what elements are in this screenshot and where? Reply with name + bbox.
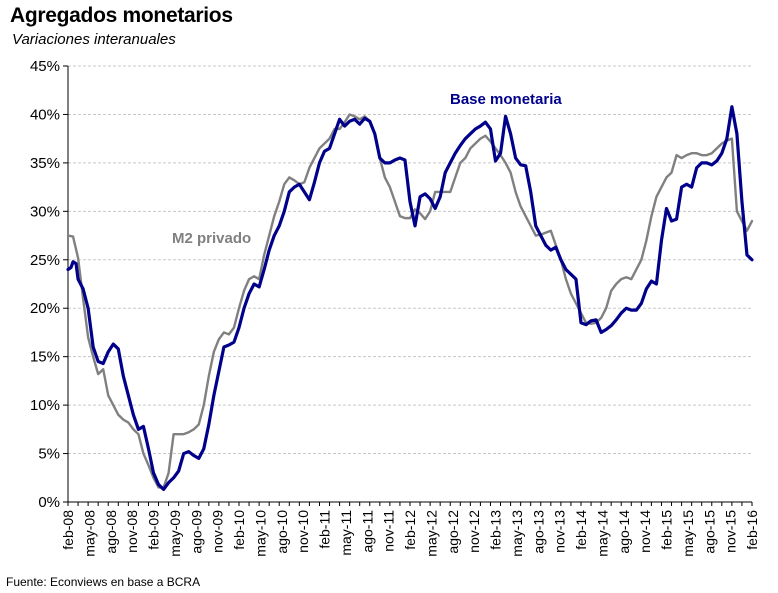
y-tick-label: 10%: [30, 397, 60, 414]
x-tick-label: may-12: [423, 510, 439, 557]
y-tick-label: 45%: [30, 58, 60, 75]
x-tick-label: feb-09: [146, 510, 162, 550]
chart-title: Agregados monetarios: [10, 4, 233, 27]
chart-subtitle: Variaciones interanuales: [12, 31, 176, 48]
x-tick-label: ago-13: [530, 510, 546, 554]
x-tick-label: ago-12: [445, 510, 461, 554]
series-lines: [66, 105, 754, 491]
x-tick-label: may-11: [338, 510, 354, 556]
x-tick-label: feb-12: [402, 510, 418, 550]
x-tick-label: feb-11: [317, 510, 333, 549]
x-tick-label: may-14: [594, 510, 610, 557]
x-tick-label: nov-12: [466, 510, 482, 553]
series-label-base-monetaria: Base monetaria: [450, 91, 562, 108]
x-tick-label: nov-09: [210, 510, 226, 553]
y-tick-label: 35%: [30, 155, 60, 172]
x-tick-label: ago-09: [188, 510, 204, 554]
x-tick-label: nov-15: [723, 510, 739, 553]
x-tick-label: feb-15: [659, 510, 675, 550]
x-tick-label: feb-10: [231, 510, 247, 550]
x-tick-label: nov-10: [295, 510, 311, 553]
chart-source: Fuente: Econviews en base a BCRA: [6, 575, 201, 589]
y-axis-ticks: 0% 5% 10% 15% 20% 25% 30% 35% 40% 45%: [30, 58, 60, 511]
x-tick-label: may-08: [81, 510, 97, 557]
x-tick-label: ago-15: [701, 510, 717, 554]
x-tick-label: may-10: [252, 510, 268, 557]
x-tick-label: may-13: [509, 510, 525, 557]
series-label-m2-privado: M2 privado: [172, 230, 251, 247]
gridlines: [68, 65, 752, 455]
series-labels: Base monetaria M2 privado: [172, 91, 562, 247]
y-tick-label: 40%: [30, 106, 60, 123]
x-tick-label: nov-11: [381, 510, 397, 552]
x-tick-label: may-09: [167, 510, 183, 557]
x-tick-label: feb-08: [60, 510, 76, 550]
x-tick-label: ago-08: [103, 510, 119, 554]
x-tick-label: feb-16: [744, 510, 760, 550]
x-tick-label: nov-14: [637, 510, 653, 553]
x-tick-label: ago-10: [274, 510, 290, 554]
axes: [63, 65, 753, 506]
series-line-m2-privado: [66, 113, 754, 489]
x-tick-label: ago-11: [359, 510, 375, 553]
y-tick-label: 25%: [30, 252, 60, 269]
y-tick-label: 5%: [38, 446, 60, 463]
x-tick-label: feb-14: [573, 510, 589, 550]
y-tick-label: 30%: [30, 203, 60, 220]
x-axis-ticks: feb-08 may-08 ago-08 nov-08 feb-09 may-09 ago-…: [60, 510, 760, 557]
x-tick-label: ago-14: [616, 510, 632, 554]
y-tick-label: 20%: [30, 300, 60, 317]
x-tick-label: nov-08: [124, 510, 140, 553]
x-tick-label: nov-13: [552, 510, 568, 553]
x-tick-label: feb-13: [488, 510, 504, 550]
series-line-base-monetaria: [66, 105, 754, 491]
x-tick-label: may-15: [680, 510, 696, 557]
y-tick-label: 0%: [38, 494, 60, 511]
y-tick-label: 15%: [30, 349, 60, 366]
